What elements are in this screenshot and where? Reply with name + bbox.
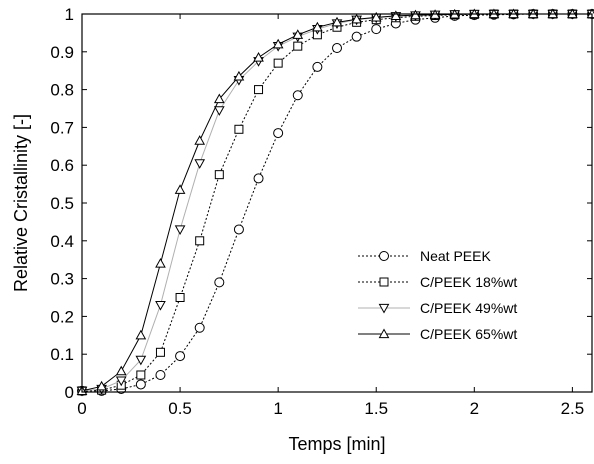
data-point	[175, 351, 186, 362]
data-point	[195, 236, 205, 246]
data-point	[155, 257, 166, 268]
data-point	[292, 29, 304, 39]
legend-entry: C/PEEK 65%wt	[358, 326, 517, 342]
x-tick-label: 0.5	[168, 399, 192, 418]
data-point	[174, 184, 186, 194]
data-point	[135, 329, 147, 340]
data-point	[272, 38, 284, 49]
y-axis-title: Relative Cristallinity [-]	[11, 114, 31, 292]
legend-label: Neat PEEK	[420, 248, 491, 264]
axis-ticks: 0 0.5 1 1.5 2 2.5 0 0.1 0.2 0.3 0.4 0.5 0.6 0.7 0.8 0.9…	[50, 5, 592, 418]
data-point	[351, 13, 362, 24]
data-point	[213, 106, 225, 116]
data-point	[155, 300, 166, 311]
legend: Neat PEEK C/PEEK 18%wt C/PEEK 49%wt C/PEEK …	[358, 248, 517, 342]
data-point	[371, 24, 382, 35]
data-point	[273, 128, 284, 139]
data-point	[115, 376, 127, 387]
data-point	[175, 293, 185, 302]
data-point	[194, 159, 206, 169]
data-point	[155, 369, 166, 380]
x-tick-label: 2	[470, 399, 479, 418]
data-point	[331, 16, 343, 27]
y-tick-label: 0.6	[50, 156, 74, 175]
data-point	[273, 58, 283, 68]
legend-entry: C/PEEK 49%wt	[358, 300, 517, 316]
data-point	[292, 90, 303, 101]
y-tick-label: 0.9	[50, 43, 74, 62]
y-tick-label: 0.8	[50, 81, 74, 100]
y-tick-label: 0.4	[50, 232, 74, 251]
data-point	[214, 170, 224, 180]
data-point	[253, 173, 264, 184]
data-point	[254, 85, 264, 95]
data-point	[233, 70, 245, 81]
data-point	[135, 355, 147, 366]
legend-entry: Neat PEEK	[358, 248, 491, 264]
data-point	[136, 370, 146, 380]
data-point	[194, 322, 205, 333]
plot-frame	[81, 13, 593, 393]
x-tick-label: 1.5	[364, 399, 388, 418]
data-point	[293, 41, 303, 51]
data-point	[155, 347, 165, 357]
data-point	[390, 10, 402, 20]
y-tick-label: 0	[65, 383, 74, 402]
data-point	[312, 21, 323, 32]
data-point	[194, 135, 206, 145]
legend-marker	[378, 328, 390, 339]
data-point	[214, 277, 225, 288]
data-point	[115, 365, 127, 376]
x-tick-label: 1	[273, 399, 282, 418]
data-point	[174, 225, 186, 235]
data-point	[234, 124, 244, 134]
x-tick-label: 2.5	[561, 399, 585, 418]
legend-marker	[379, 277, 389, 287]
legend-marker	[379, 251, 389, 261]
data-point	[410, 9, 421, 20]
x-axis-title: Temps [min]	[288, 434, 385, 454]
data-point	[96, 380, 107, 391]
y-tick-label: 0.3	[50, 270, 74, 289]
legend-marker	[378, 303, 390, 314]
y-tick-label: 0.1	[50, 345, 74, 364]
y-tick-label: 0.5	[50, 194, 74, 213]
data-point	[351, 31, 362, 42]
data-point	[312, 61, 323, 72]
legend-label: C/PEEK 49%wt	[420, 300, 517, 316]
y-tick-label: 1	[65, 5, 74, 24]
y-tick-label: 0.7	[50, 118, 74, 137]
x-tick-label: 0	[77, 399, 86, 418]
legend-label: C/PEEK 65%wt	[420, 326, 517, 342]
y-tick-label: 0.2	[50, 307, 74, 326]
data-point	[253, 51, 264, 62]
data-point	[370, 11, 382, 22]
legend-label: C/PEEK 18%wt	[420, 274, 517, 290]
data-point	[135, 379, 146, 390]
data-point	[213, 93, 225, 104]
legend-entry: C/PEEK 18%wt	[358, 274, 517, 290]
data-point	[332, 43, 342, 54]
data-point	[233, 224, 244, 235]
